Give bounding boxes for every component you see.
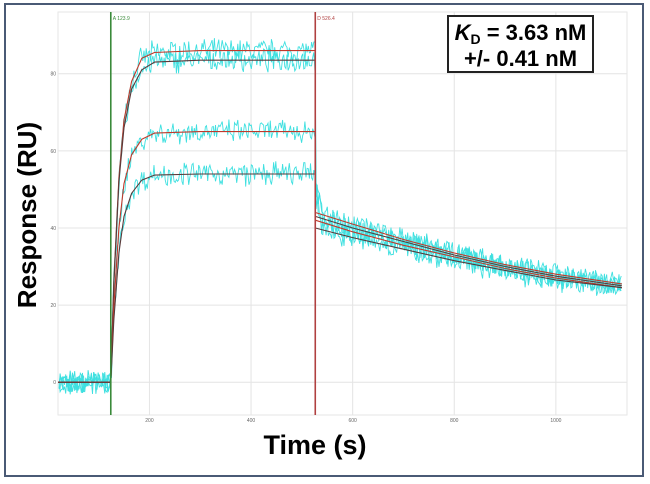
y-tick-label: 20 <box>50 303 56 309</box>
measured-trace <box>58 119 622 395</box>
measured-traces <box>58 38 622 395</box>
kd-error: +/- 0.41 nM <box>463 46 578 71</box>
y-tick-label: 40 <box>50 226 56 232</box>
kd-subscript: D <box>470 31 481 47</box>
x-tick-label: 800 <box>450 418 459 424</box>
measured-trace <box>58 46 622 394</box>
injection-marker-label: D 526.4 <box>317 16 335 22</box>
measured-trace <box>58 38 622 394</box>
y-tick-label: 0 <box>53 380 56 386</box>
kd-annotation: KD = 3.63 nM +/- 0.41 nM <box>447 15 594 73</box>
x-tick-label: 400 <box>247 418 256 424</box>
plot-area <box>57 11 628 416</box>
fit-curve <box>58 173 622 383</box>
tick-labels: 200 400 600 800 1000 0 20 40 60 80 <box>50 72 561 424</box>
kd-value: = 3.63 nM <box>480 20 587 45</box>
x-axis-label: Time (s) <box>263 430 367 460</box>
fit-curves <box>58 50 622 383</box>
y-tick-label: 80 <box>50 72 56 78</box>
grid <box>57 11 628 416</box>
injection-marker-label: A 123.9 <box>113 16 130 22</box>
fit-curve <box>58 131 622 383</box>
y-tick-label: 60 <box>50 149 56 155</box>
x-tick-label: 1000 <box>550 418 561 424</box>
y-axis-label: Response (RU) <box>12 121 42 309</box>
kd-symbol: K <box>454 20 471 45</box>
injection-markers: A 123.9 D 526.4 <box>109 12 335 415</box>
x-tick-label: 600 <box>348 418 357 424</box>
x-tick-label: 200 <box>145 418 154 424</box>
fit-curve <box>58 59 622 383</box>
fit-curve <box>58 50 622 383</box>
